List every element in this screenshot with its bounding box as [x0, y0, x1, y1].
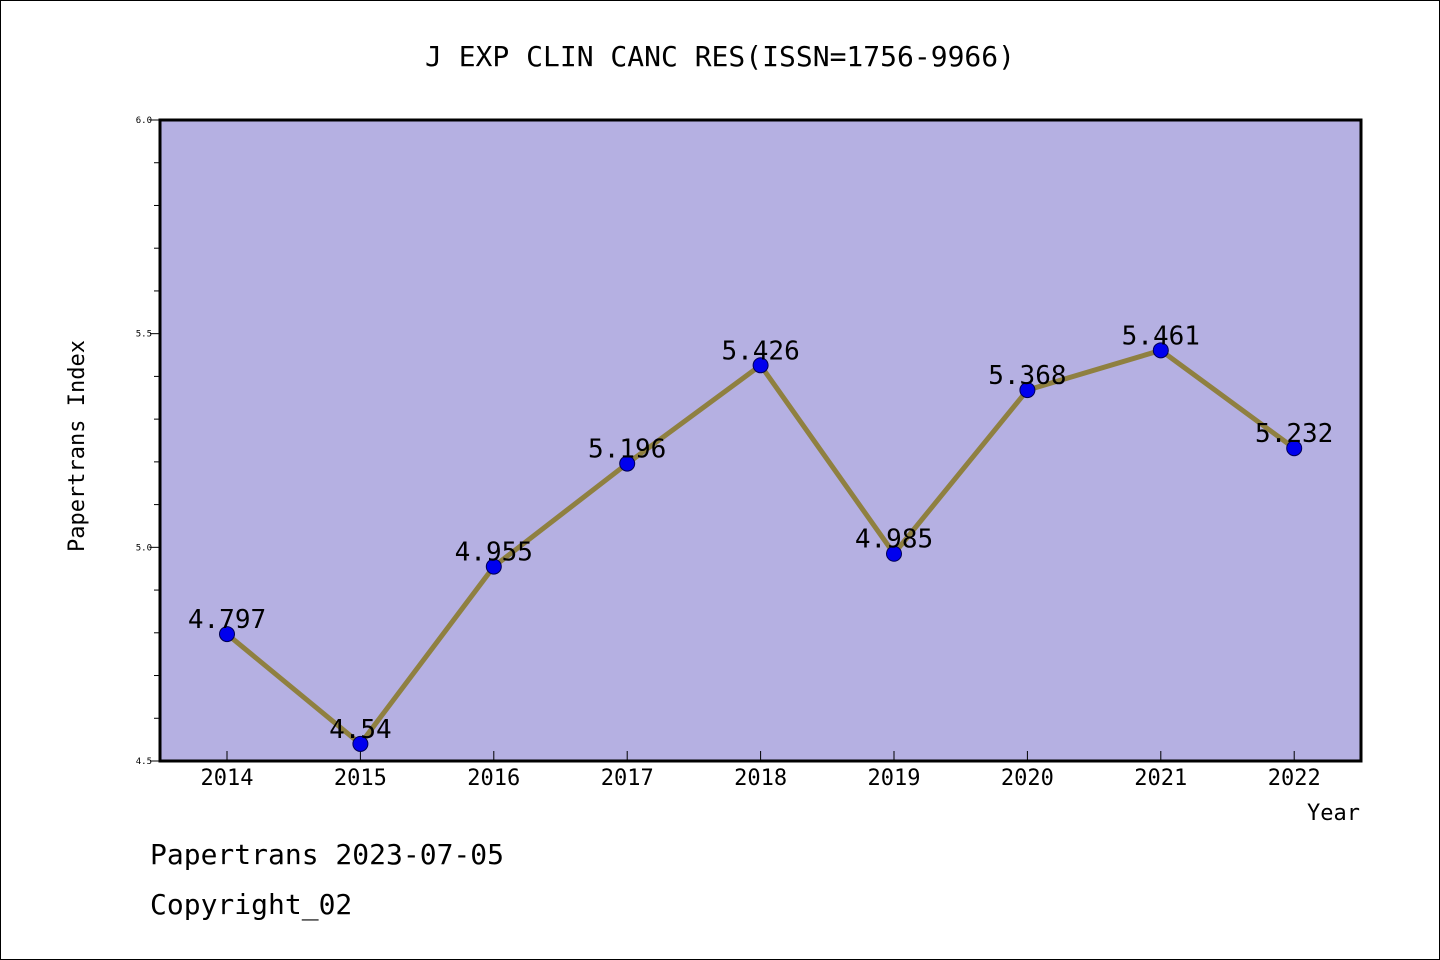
- footer-date: Papertrans 2023-07-05: [150, 838, 504, 871]
- data-label: 5.196: [588, 435, 666, 465]
- y-tick-label: 6.0: [136, 116, 152, 126]
- data-point: [1152, 342, 1169, 359]
- data-label: 4.54: [329, 715, 392, 745]
- x-tick-label: 2017: [601, 766, 654, 791]
- y-tick-label: 4.5: [136, 757, 152, 767]
- data-label: 5.232: [1255, 419, 1333, 449]
- data-label: 5.368: [988, 361, 1066, 391]
- data-point: [352, 735, 369, 752]
- data-point: [1286, 440, 1303, 457]
- x-tick-label: 2019: [868, 766, 921, 791]
- data-labels: 4.797 4.54 4.955 5.196 5.426 4.985 5.368 5.461 5…: [188, 321, 1333, 745]
- x-tick-label: 2016: [467, 766, 520, 791]
- data-label: 5.426: [721, 336, 799, 366]
- x-tick-label: 2021: [1134, 766, 1187, 791]
- x-tick-label: 2022: [1268, 766, 1321, 791]
- x-axis-label: Year: [1307, 801, 1360, 826]
- y-tick-label: 5.0: [136, 543, 152, 553]
- data-point: [1019, 382, 1036, 399]
- data-label: 4.985: [855, 525, 933, 555]
- data-point: [752, 357, 769, 374]
- data-point: [886, 545, 902, 562]
- footer-copyright: Copyright_02: [150, 888, 352, 922]
- data-label: 4.955: [455, 538, 533, 568]
- y-tick-label: 5.5: [136, 330, 152, 340]
- x-tick-label: 2020: [1001, 766, 1054, 791]
- chart-title: J EXP CLIN CANC RES(ISSN=1756-9966): [425, 40, 1015, 73]
- x-axis: 2014 2015 2016 2017 2018 2019 2020 2021 2022: [201, 751, 1321, 791]
- data-label: 4.797: [188, 605, 266, 635]
- x-tick-label: 2018: [734, 766, 787, 791]
- data-point: [219, 626, 235, 643]
- data-label: 5.461: [1122, 321, 1200, 351]
- data-point: [485, 558, 502, 575]
- data-point: [619, 455, 636, 472]
- x-tick-label: 2014: [201, 766, 254, 791]
- y-axis: 4.5 5.0 5.5 6.0: [136, 116, 160, 767]
- plot-area: [158, 118, 1363, 763]
- series-papertrans-index: [219, 342, 1303, 752]
- y-axis-label: Papertrans Index: [65, 340, 90, 552]
- x-tick-label: 2015: [334, 766, 387, 791]
